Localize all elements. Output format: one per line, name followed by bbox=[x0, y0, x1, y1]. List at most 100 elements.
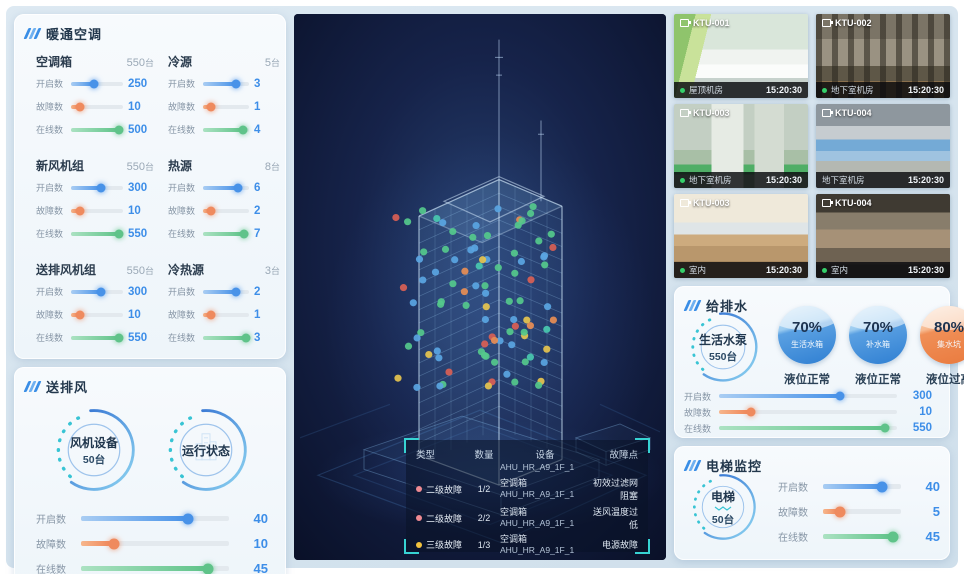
device-dot[interactable] bbox=[409, 299, 417, 307]
device-dot[interactable] bbox=[506, 328, 514, 336]
device-dot[interactable] bbox=[511, 378, 519, 386]
device-dot[interactable] bbox=[481, 340, 489, 348]
device-dot[interactable] bbox=[472, 222, 480, 230]
device-dot[interactable] bbox=[510, 315, 518, 324]
device-dot[interactable] bbox=[437, 298, 445, 306]
camera-tile-ktu-004[interactable]: KTU-004 室内 15:20:30 bbox=[816, 194, 950, 278]
device-dot[interactable] bbox=[511, 322, 519, 330]
device-dot[interactable] bbox=[521, 358, 529, 366]
device-dot[interactable] bbox=[543, 325, 551, 333]
device-dot[interactable] bbox=[481, 315, 489, 324]
slider-track[interactable] bbox=[71, 229, 124, 238]
device-dot[interactable] bbox=[392, 213, 400, 222]
slider-thumb[interactable] bbox=[835, 391, 845, 401]
slider-track[interactable] bbox=[823, 481, 901, 492]
device-dot[interactable] bbox=[516, 297, 524, 305]
device-dot[interactable] bbox=[510, 249, 518, 257]
device-dot[interactable] bbox=[526, 322, 534, 330]
device-dot[interactable] bbox=[471, 244, 479, 252]
slider-thumb[interactable] bbox=[206, 206, 216, 215]
device-dot[interactable] bbox=[527, 276, 535, 284]
device-dot[interactable] bbox=[523, 316, 531, 324]
slider-track[interactable] bbox=[71, 102, 123, 111]
device-dot[interactable] bbox=[482, 303, 490, 311]
slider-track[interactable] bbox=[203, 102, 249, 111]
device-dot[interactable] bbox=[441, 245, 450, 253]
device-dot[interactable] bbox=[404, 342, 413, 350]
device-dot[interactable] bbox=[482, 289, 490, 297]
slider-track[interactable] bbox=[203, 310, 249, 319]
device-dot[interactable] bbox=[445, 368, 453, 376]
slider-thumb[interactable] bbox=[206, 310, 216, 319]
device-dot[interactable] bbox=[462, 301, 470, 309]
device-dot[interactable] bbox=[526, 353, 534, 361]
slider-thumb[interactable] bbox=[876, 481, 887, 492]
device-dot[interactable] bbox=[394, 374, 402, 382]
slider-thumb[interactable] bbox=[108, 538, 120, 549]
slider-thumb[interactable] bbox=[887, 531, 899, 542]
device-dot[interactable] bbox=[399, 284, 408, 292]
device-dot[interactable] bbox=[514, 221, 522, 229]
device-dot[interactable] bbox=[547, 230, 555, 238]
slider-thumb[interactable] bbox=[238, 125, 248, 134]
device-dot[interactable] bbox=[482, 352, 490, 360]
slider-track[interactable] bbox=[203, 287, 249, 296]
device-dot[interactable] bbox=[433, 214, 441, 223]
device-dot[interactable] bbox=[535, 237, 543, 245]
slider-thumb[interactable] bbox=[114, 229, 124, 238]
device-dot[interactable] bbox=[508, 341, 516, 349]
slider-track[interactable] bbox=[203, 79, 249, 88]
device-dot[interactable] bbox=[540, 358, 548, 367]
device-dot[interactable] bbox=[517, 257, 525, 266]
device-dot[interactable] bbox=[527, 209, 535, 218]
alarm-row[interactable]: 三级故障 1/3 空调箱 AHU_HR_A9_1F_1 电源故障 bbox=[416, 534, 638, 556]
slider-thumb[interactable] bbox=[880, 423, 890, 433]
slider-thumb[interactable] bbox=[202, 563, 214, 574]
device-dot[interactable] bbox=[451, 256, 459, 264]
device-dot[interactable] bbox=[549, 316, 557, 324]
slider-thumb[interactable] bbox=[75, 310, 85, 319]
slider-thumb[interactable] bbox=[746, 407, 756, 417]
device-dot[interactable] bbox=[449, 227, 457, 236]
slider-thumb[interactable] bbox=[114, 125, 124, 134]
device-dot[interactable] bbox=[479, 256, 487, 264]
device-dot[interactable] bbox=[491, 358, 499, 366]
slider-thumb[interactable] bbox=[96, 183, 106, 192]
slider-track[interactable] bbox=[81, 563, 229, 574]
slider-thumb[interactable] bbox=[89, 79, 99, 88]
slider-track[interactable] bbox=[823, 531, 901, 542]
device-dot[interactable] bbox=[460, 288, 468, 296]
camera-tile-ktu-002[interactable]: KTU-002 地下室机房 15:20:30 bbox=[816, 14, 950, 98]
device-dot[interactable] bbox=[541, 261, 549, 269]
slider-track[interactable] bbox=[71, 287, 123, 296]
device-dot[interactable] bbox=[419, 207, 427, 215]
slider-thumb[interactable] bbox=[231, 287, 241, 296]
device-dot[interactable] bbox=[461, 267, 469, 275]
device-dot[interactable] bbox=[413, 334, 421, 342]
device-dot[interactable] bbox=[415, 255, 424, 263]
device-dot[interactable] bbox=[477, 348, 485, 356]
device-dot[interactable] bbox=[481, 282, 489, 290]
slider-thumb[interactable] bbox=[231, 79, 241, 88]
slider-track[interactable] bbox=[203, 206, 249, 215]
device-dot[interactable] bbox=[496, 337, 504, 345]
slider-track[interactable] bbox=[71, 125, 124, 134]
device-dot[interactable] bbox=[419, 276, 427, 284]
slider-thumb[interactable] bbox=[182, 513, 194, 524]
slider-thumb[interactable] bbox=[239, 229, 249, 238]
device-dot[interactable] bbox=[520, 328, 528, 336]
device-dot[interactable] bbox=[425, 350, 433, 359]
device-dot[interactable] bbox=[469, 233, 477, 241]
device-dot[interactable] bbox=[540, 252, 549, 260]
slider-track[interactable] bbox=[71, 333, 124, 342]
device-dot[interactable] bbox=[472, 282, 480, 290]
device-dot[interactable] bbox=[439, 219, 447, 227]
device-dot[interactable] bbox=[490, 336, 499, 344]
slider-track[interactable] bbox=[71, 310, 123, 319]
slider-track[interactable] bbox=[81, 538, 229, 549]
device-dot[interactable] bbox=[535, 381, 543, 389]
slider-thumb[interactable] bbox=[75, 206, 85, 215]
building-3d-view[interactable]: 类型 数量 设备 故障点 AHU_HR_A9_1F_1 二级故障 1/2 空调箱 AH… bbox=[294, 14, 666, 560]
device-dot[interactable] bbox=[503, 370, 511, 378]
device-dot[interactable] bbox=[417, 329, 425, 337]
